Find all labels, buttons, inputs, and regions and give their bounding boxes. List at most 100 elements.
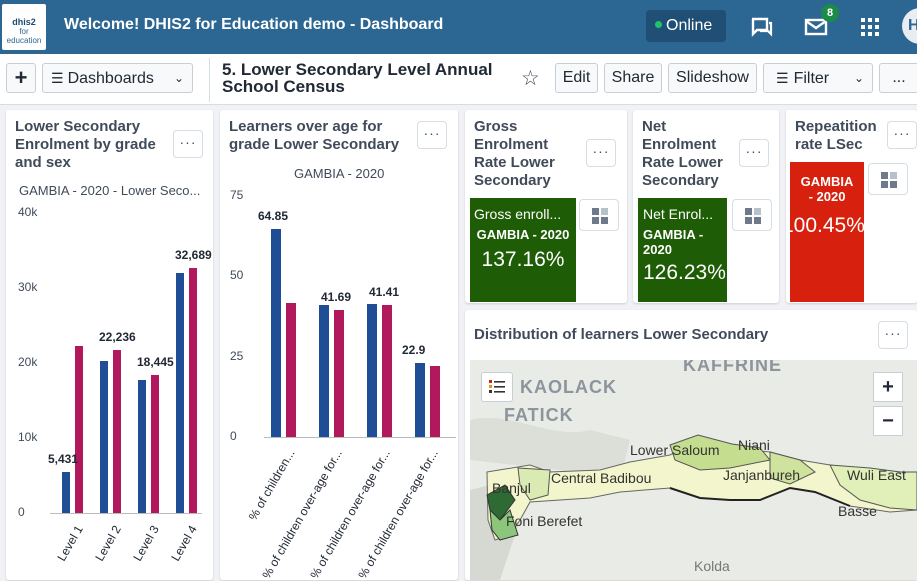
chart-bar bbox=[271, 228, 281, 437]
data-label: 18,445 bbox=[137, 354, 174, 369]
x-tick-label: Level 4 bbox=[168, 523, 201, 564]
kpi-period: GAMBIA - 2020 bbox=[476, 227, 570, 242]
y-tick-label: 40k bbox=[18, 205, 38, 219]
y-tick-label: 20k bbox=[18, 355, 38, 369]
chart-bar bbox=[138, 380, 146, 513]
data-label: 5,431 bbox=[48, 452, 79, 467]
card-menu-button[interactable]: ··· bbox=[878, 321, 908, 349]
kpi-value: 126.23% bbox=[643, 261, 726, 284]
view-toggle-button[interactable] bbox=[732, 199, 772, 231]
bar-chart: 0 25 50 75 64.85% of children... 41.69% of ch… bbox=[220, 110, 458, 581]
share-button[interactable]: Share bbox=[604, 63, 662, 93]
x-axis-line bbox=[264, 437, 456, 438]
map-label: Niani bbox=[738, 437, 770, 453]
chart-bar bbox=[430, 366, 440, 437]
online-dot-icon bbox=[655, 21, 662, 28]
map-label: Lower Saloum bbox=[630, 442, 720, 458]
data-label: 41.69 bbox=[321, 290, 352, 305]
dashboards-menu-button[interactable]: ☰ Dashboards ⌄ bbox=[42, 63, 193, 93]
filter-button[interactable]: ☰ Filter ⌄ bbox=[763, 63, 873, 93]
online-status: Online bbox=[646, 10, 726, 42]
online-label: Online bbox=[666, 17, 713, 34]
apps-menu-icon[interactable] bbox=[857, 14, 883, 40]
message-count-badge: 8 bbox=[821, 4, 839, 22]
x-tick-label: Level 1 bbox=[54, 523, 87, 564]
zoom-out-button[interactable]: − bbox=[873, 406, 903, 436]
y-tick-label: 0 bbox=[18, 505, 25, 519]
star-icon[interactable]: ☆ bbox=[521, 67, 540, 90]
kpi-label: Net Enrol... bbox=[643, 206, 714, 222]
card-menu-button[interactable]: ··· bbox=[586, 139, 616, 167]
chart-bar bbox=[286, 303, 296, 437]
chart-bar bbox=[334, 310, 344, 437]
kpi-period: GAMBIA - 2020 bbox=[800, 174, 854, 204]
chart-bar bbox=[151, 374, 159, 513]
map-label: KAOLACK bbox=[520, 377, 617, 397]
view-toggle-button[interactable] bbox=[868, 163, 908, 195]
card-menu-button[interactable]: ··· bbox=[173, 130, 203, 158]
y-tick-label: 0 bbox=[230, 429, 237, 443]
y-tick-label: 25 bbox=[230, 348, 244, 363]
gross-enrolment-card: Gross Enrolment Rate Lower Secondary ···… bbox=[465, 110, 627, 303]
map-label: Central Badibou bbox=[551, 470, 652, 486]
dashboard-title: 5. Lower Secondary Level Annual School C… bbox=[222, 60, 493, 96]
chart-subtitle: GAMBIA - 2020 - Lower Seco... bbox=[19, 183, 201, 198]
interpretations-icon[interactable] bbox=[748, 14, 774, 40]
dhis2-logo[interactable]: dhis2 for education bbox=[2, 4, 46, 50]
add-dashboard-button[interactable]: + bbox=[6, 63, 36, 93]
card-title: Gross Enrolment Rate Lower Secondary bbox=[474, 118, 555, 189]
legend-toggle-button[interactable] bbox=[481, 372, 513, 402]
messages-icon[interactable] bbox=[803, 14, 829, 40]
map-canvas[interactable]: KAFFRINE KAOLACK FATICK Lower Saloum Nia… bbox=[470, 360, 917, 580]
card-title: Learners over age for grade Lower Second… bbox=[229, 118, 400, 153]
map-label: Kolda bbox=[694, 558, 730, 574]
zoom-in-button[interactable]: + bbox=[873, 372, 903, 402]
card-title: Repeatition rate LSec bbox=[795, 118, 877, 153]
data-label: 64.85 bbox=[258, 208, 289, 223]
kpi-label: Gross enroll... bbox=[474, 206, 562, 222]
card-title: Net Enrolment Rate Lower Secondary bbox=[642, 118, 723, 189]
profile-avatar[interactable]: H bbox=[902, 8, 917, 44]
kpi-value: 137.16% bbox=[481, 248, 565, 271]
more-options-button[interactable]: ... bbox=[879, 63, 917, 93]
app-title: Welcome! DHIS2 for Education demo - Dash… bbox=[64, 16, 444, 33]
header-bar bbox=[0, 0, 917, 54]
over-age-chart-card: Learners over age for grade Lower Second… bbox=[220, 110, 458, 581]
view-toggle-button[interactable] bbox=[579, 199, 619, 231]
data-label: 32,689 bbox=[175, 247, 212, 262]
chart-bar bbox=[415, 363, 425, 437]
repetition-rate-card: Repeatition rate LSec ··· GAMBIA - 2020 … bbox=[786, 110, 917, 303]
filter-label: Filter bbox=[793, 70, 830, 87]
card-menu-button[interactable]: ··· bbox=[739, 139, 769, 167]
y-tick-label: 10k bbox=[18, 430, 38, 444]
x-tick-label: Level 2 bbox=[92, 523, 125, 564]
card-menu-button[interactable]: ··· bbox=[417, 121, 447, 149]
map-label: FATICK bbox=[504, 405, 574, 425]
map-card: Distribution of learners Lower Secondary… bbox=[465, 310, 917, 580]
card-title: Distribution of learners Lower Secondary bbox=[474, 326, 769, 343]
edit-button[interactable]: Edit bbox=[555, 63, 598, 93]
slideshow-button[interactable]: Slideshow bbox=[668, 63, 757, 93]
chart-bar bbox=[75, 346, 83, 513]
data-label: 41.41 bbox=[369, 285, 400, 300]
logo-text: dhis2 bbox=[12, 17, 36, 27]
chart-bar bbox=[319, 305, 329, 437]
chart-subtitle: GAMBIA - 2020 bbox=[294, 166, 385, 181]
map-label: Basse bbox=[838, 503, 877, 519]
y-tick-label: 50 bbox=[230, 268, 244, 283]
y-tick-label: 75 bbox=[230, 188, 244, 202]
filter-icon: ☰ bbox=[776, 70, 789, 86]
logo-subtext: for education bbox=[6, 27, 42, 45]
map-label: Banjul bbox=[492, 480, 531, 496]
map-label: Janjanbureh bbox=[723, 467, 801, 483]
map-regions bbox=[470, 417, 917, 580]
data-label: 22.9 bbox=[402, 343, 426, 358]
card-menu-button[interactable]: ··· bbox=[887, 121, 917, 149]
x-tick-label: Level 3 bbox=[130, 523, 163, 564]
y-tick-label: 30k bbox=[18, 280, 38, 294]
list-icon: ☰ bbox=[51, 70, 64, 86]
data-label: 22,236 bbox=[99, 330, 136, 345]
map-label: Wuli East bbox=[847, 467, 906, 483]
chart-bar bbox=[382, 305, 392, 437]
kpi-period: GAMBIA - 2020 bbox=[643, 227, 704, 257]
